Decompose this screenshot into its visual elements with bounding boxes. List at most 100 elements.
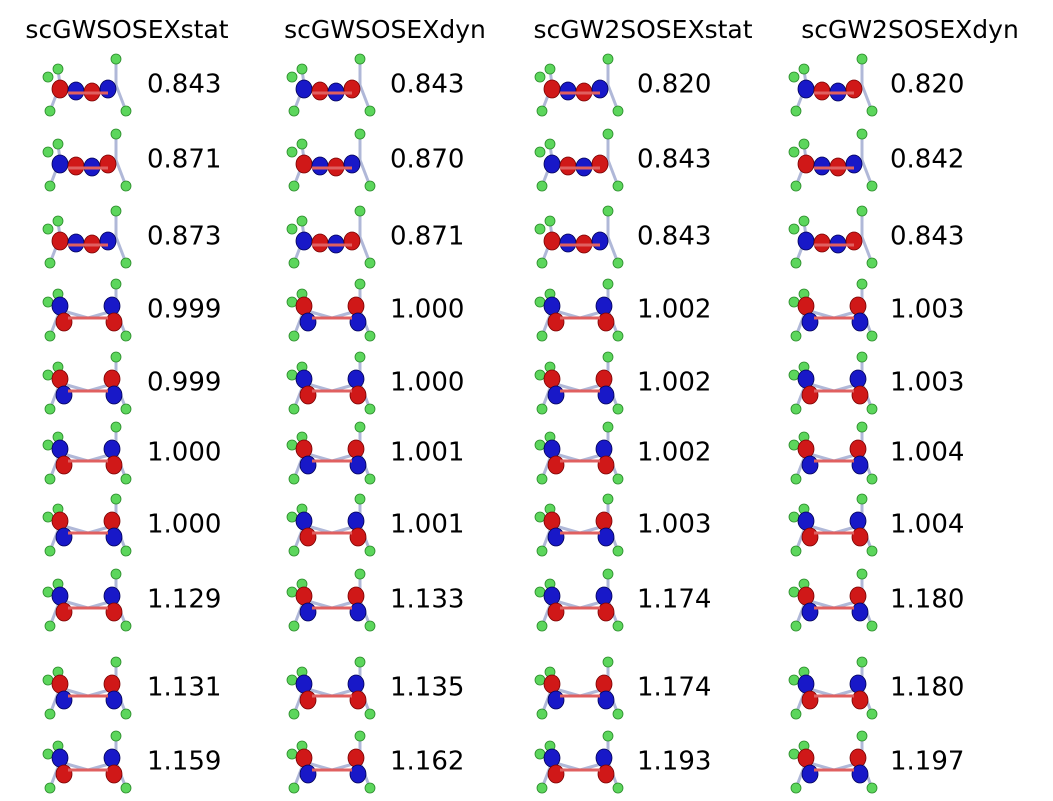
atom xyxy=(44,105,56,117)
occupation-number: 0.843 xyxy=(637,222,711,252)
occupation-number: 0.843 xyxy=(147,70,221,100)
orbital-lobe xyxy=(591,154,609,174)
atom xyxy=(790,257,802,269)
orbital-lobe xyxy=(105,455,123,475)
atom xyxy=(286,439,298,451)
orbital-lobe xyxy=(51,79,69,99)
atom xyxy=(110,421,122,433)
orbital-lobe xyxy=(801,690,819,710)
atom xyxy=(44,180,56,192)
atom xyxy=(788,71,800,83)
atom xyxy=(612,708,624,720)
occupation-number: 1.180 xyxy=(890,673,964,703)
orbital-lobe xyxy=(103,511,121,531)
occupation-number: 0.820 xyxy=(890,70,964,100)
atom xyxy=(286,369,298,381)
orbital-lobe xyxy=(349,385,367,405)
orbital-lobe xyxy=(51,154,69,174)
atom xyxy=(288,620,300,632)
orbital-image xyxy=(286,421,376,485)
atom xyxy=(798,63,810,75)
orbital-lobe xyxy=(103,674,121,694)
atom xyxy=(120,257,132,269)
orbital-lobe xyxy=(813,156,831,176)
atom xyxy=(364,330,376,342)
orbital-lobe xyxy=(105,312,123,332)
orbital-lobe xyxy=(51,369,69,389)
orbital-image xyxy=(788,351,878,415)
orbital-lobe xyxy=(547,764,565,784)
atom xyxy=(602,205,614,217)
atom xyxy=(866,403,878,415)
orbital-lobe xyxy=(55,602,73,622)
atom xyxy=(120,708,132,720)
orbital-lobe xyxy=(597,602,615,622)
atom xyxy=(110,53,122,65)
orbital-image xyxy=(286,568,376,632)
atom xyxy=(44,330,56,342)
atom xyxy=(354,493,366,505)
orbital-lobe xyxy=(67,233,85,253)
orbital-lobe xyxy=(547,690,565,710)
atom xyxy=(866,473,878,485)
atom xyxy=(120,620,132,632)
column-header: scGW2SOSEXstat xyxy=(533,15,752,44)
atom xyxy=(110,278,122,290)
atom xyxy=(536,545,548,557)
occupation-number: 1.131 xyxy=(147,673,221,703)
atom xyxy=(354,351,366,363)
orbital-lobe xyxy=(51,511,69,531)
atom xyxy=(42,369,54,381)
orbital-lobe xyxy=(103,586,121,606)
atom xyxy=(42,146,54,158)
atom xyxy=(612,105,624,117)
occupation-number: 1.193 xyxy=(637,747,711,777)
occupation-number: 1.004 xyxy=(890,510,964,540)
atom xyxy=(44,545,56,557)
orbital-image xyxy=(534,730,624,794)
orbital-image xyxy=(42,128,132,192)
atom xyxy=(866,545,878,557)
atom xyxy=(364,620,376,632)
atom xyxy=(866,330,878,342)
atom xyxy=(288,403,300,415)
orbital-image xyxy=(286,351,376,415)
atom xyxy=(286,674,298,686)
occupation-number: 0.870 xyxy=(390,145,464,175)
atom xyxy=(866,105,878,117)
atom xyxy=(120,782,132,794)
orbital-lobe xyxy=(99,79,117,99)
atom xyxy=(602,493,614,505)
atom xyxy=(790,620,802,632)
atom xyxy=(52,215,64,227)
orbital-lobe xyxy=(851,527,869,547)
orbital-lobe xyxy=(295,369,313,389)
orbital-lobe xyxy=(547,455,565,475)
orbital-lobe xyxy=(595,586,613,606)
atom xyxy=(856,205,868,217)
orbital-lobe xyxy=(55,527,73,547)
occupation-number: 0.843 xyxy=(390,70,464,100)
atom xyxy=(288,257,300,269)
occupation-number: 0.820 xyxy=(637,70,711,100)
orbital-lobe xyxy=(299,602,317,622)
orbital-lobe xyxy=(295,439,313,459)
orbital-lobe xyxy=(797,511,815,531)
atom xyxy=(110,351,122,363)
atom xyxy=(120,473,132,485)
orbital-lobe xyxy=(849,296,867,316)
atom xyxy=(110,656,122,668)
orbital-lobe xyxy=(51,296,69,316)
atom xyxy=(364,180,376,192)
occupation-number: 1.174 xyxy=(637,585,711,615)
orbital-lobe xyxy=(797,154,815,174)
atom xyxy=(544,215,556,227)
orbital-lobe xyxy=(851,764,869,784)
orbital-lobe xyxy=(597,690,615,710)
orbital-image xyxy=(42,730,132,794)
atom xyxy=(286,586,298,598)
orbital-lobe xyxy=(543,586,561,606)
atom xyxy=(354,278,366,290)
occupation-number: 1.162 xyxy=(390,747,464,777)
orbital-lobe xyxy=(547,527,565,547)
